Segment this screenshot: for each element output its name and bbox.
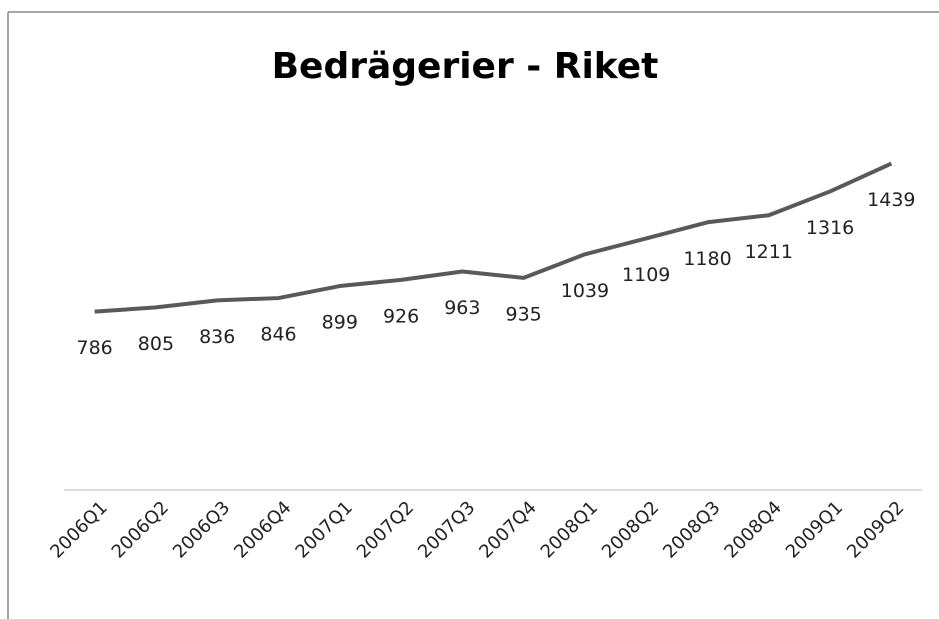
data-label: 836 bbox=[199, 326, 235, 348]
x-tick-label: 2007Q2 bbox=[353, 497, 418, 562]
x-tick-label: 2009Q2 bbox=[843, 497, 908, 562]
data-label: 846 bbox=[260, 324, 296, 346]
data-label: 786 bbox=[77, 337, 113, 359]
x-tick-label: 2006Q3 bbox=[169, 497, 234, 562]
line bbox=[94, 161, 893, 314]
data-label: 1180 bbox=[683, 248, 731, 270]
x-tick-label: 2007Q1 bbox=[291, 497, 356, 562]
x-tick-label: 2009Q1 bbox=[782, 497, 847, 562]
x-tick-label: 2008Q1 bbox=[537, 497, 602, 562]
x-tick-label: 2007Q3 bbox=[414, 497, 479, 562]
data-label: 1211 bbox=[745, 241, 793, 263]
x-tick-label: 2008Q2 bbox=[598, 497, 663, 562]
data-label: 1439 bbox=[867, 189, 915, 211]
data-label: 899 bbox=[322, 312, 358, 334]
data-label: 1109 bbox=[622, 264, 670, 286]
x-tick-label: 2006Q1 bbox=[46, 497, 111, 562]
x-tick-label: 2008Q4 bbox=[720, 497, 785, 562]
data-label: 963 bbox=[444, 297, 480, 319]
chart-title: Bedrägerier - Riket bbox=[272, 46, 659, 87]
x-tick-label: 2006Q4 bbox=[230, 497, 295, 562]
x-tick-label: 2007Q4 bbox=[475, 497, 540, 562]
data-label: 926 bbox=[383, 305, 419, 327]
x-tick-label: 2006Q2 bbox=[108, 497, 173, 562]
x-tick-label: 2008Q3 bbox=[659, 497, 724, 562]
data-label: 935 bbox=[506, 303, 542, 325]
data-label: 1316 bbox=[806, 217, 854, 239]
data-label: 805 bbox=[138, 333, 174, 355]
data-label: 1039 bbox=[561, 280, 609, 302]
